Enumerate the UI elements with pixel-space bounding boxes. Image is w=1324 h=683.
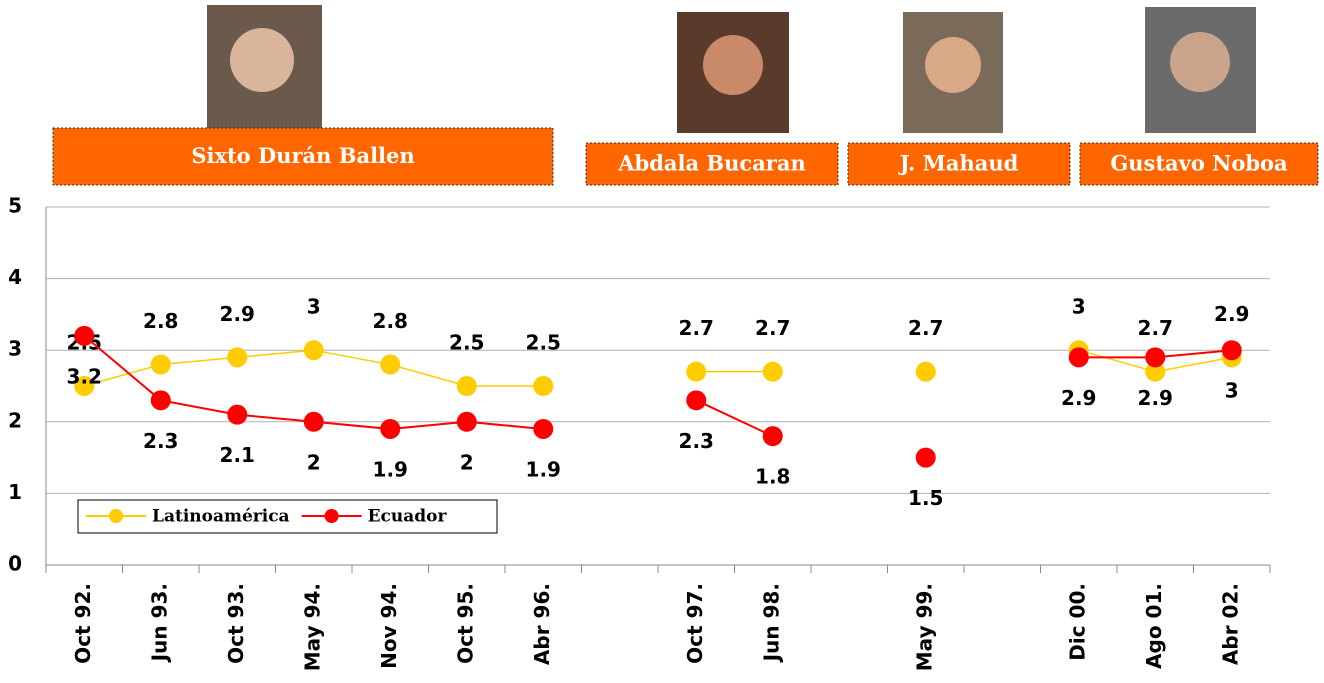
x-tick-label: Ago 01. [1142, 583, 1166, 669]
x-tick-label: Jun 93. [147, 583, 171, 663]
photo-face [925, 37, 981, 93]
marker [1068, 347, 1089, 368]
data-label: 3 [1225, 379, 1239, 403]
data-label: 2.9 [220, 302, 255, 326]
data-label: 2.5 [526, 331, 561, 355]
president-box [52, 127, 554, 186]
x-tick-label: Jun 98. [759, 583, 783, 663]
marker [915, 361, 936, 382]
president-name: Gustavo Noboa [1110, 151, 1288, 176]
legend-marker [109, 509, 123, 523]
data-label: 1.5 [908, 486, 943, 510]
marker [456, 411, 477, 432]
data-label: 2 [460, 450, 474, 474]
legend-label: Latinoamérica [152, 507, 290, 527]
president-name: Sixto Durán Ballen [191, 143, 414, 168]
y-tick-label: 1 [8, 480, 22, 504]
x-tick-label: Oct 92. [71, 583, 95, 664]
data-label: 2.3 [679, 429, 714, 453]
marker [380, 354, 401, 375]
x-tick-label: Abr 96. [530, 583, 554, 665]
y-tick-label: 0 [8, 552, 22, 576]
data-label: 2.7 [679, 316, 714, 340]
marker [456, 376, 477, 396]
president-boxes: Sixto Durán Ballen Abdala Bucaran J. Mahau… [52, 127, 1319, 186]
photos [207, 5, 1256, 133]
legend-box [77, 499, 498, 534]
president-box [1079, 142, 1319, 186]
data-label: 1.9 [373, 457, 408, 481]
marker [1145, 361, 1166, 382]
marker [1221, 340, 1242, 361]
data-label: 2.1 [220, 443, 255, 467]
y-tick-label: 3 [8, 337, 22, 361]
photo-face [230, 28, 294, 92]
x-tick-label: May 94. [300, 583, 324, 671]
photo-face [1170, 32, 1230, 92]
data-label: 2.3 [143, 429, 178, 453]
marker [227, 404, 248, 425]
photo-face [703, 35, 763, 95]
president-name: Abdala Bucaran [617, 151, 806, 176]
x-tick-label: Nov 94. [377, 583, 401, 669]
marker [150, 354, 171, 375]
data-label: 2.7 [755, 316, 790, 340]
legend-label: Ecuador [368, 507, 448, 527]
data-label: 2 [307, 450, 321, 474]
marker [74, 325, 95, 346]
x-tick-label: May 99. [912, 583, 936, 671]
president-box [847, 142, 1071, 186]
plot: 0 1 2 3 4 5 Oct 92. Jun 93. Oct 93. May 94. Nov 94… [8, 194, 1271, 671]
y-tick-label: 2 [8, 408, 22, 432]
data-label: 1.9 [526, 457, 561, 481]
x-tick-label: Abr 02. [1218, 583, 1242, 665]
data-label: 2.7 [908, 316, 943, 340]
marker [380, 418, 401, 439]
data-label: 2.9 [1214, 302, 1249, 326]
series-line [84, 349, 1232, 387]
marker [303, 411, 324, 432]
data-label: 2.5 [449, 331, 484, 355]
marker [915, 447, 936, 468]
y-tick-label: 5 [8, 194, 22, 218]
data-label: 1.8 [755, 465, 790, 489]
marker [533, 376, 554, 396]
data-label: 2.8 [373, 309, 408, 333]
data-label: 2.9 [1061, 386, 1096, 410]
marker [227, 347, 248, 368]
series-line [83, 335, 1232, 438]
data-label: 3 [307, 295, 321, 319]
y-tick-label: 4 [8, 265, 22, 289]
president-box [585, 142, 839, 186]
data-label: 2.8 [143, 309, 178, 333]
x-tick-label: Oct 97. [683, 583, 707, 664]
marker [74, 376, 95, 396]
data-label: 2.7 [1138, 316, 1173, 340]
x-tick-label: Dic 00. [1065, 583, 1089, 661]
marker [762, 426, 783, 447]
marker [303, 340, 324, 361]
marker [762, 361, 783, 382]
legend-marker [324, 509, 339, 523]
marker [686, 361, 707, 382]
marker [150, 390, 171, 411]
marker [533, 418, 554, 439]
x-tick-label: Oct 93. [224, 583, 248, 664]
data-label: 3 [1072, 295, 1086, 319]
marker [686, 390, 707, 411]
marker [1145, 347, 1166, 368]
data-label: 2.9 [1138, 386, 1173, 410]
data-label: 3.2 [67, 364, 102, 388]
president-name: J. Mahaud [898, 151, 1019, 176]
x-tick-label: Oct 95. [453, 583, 477, 664]
